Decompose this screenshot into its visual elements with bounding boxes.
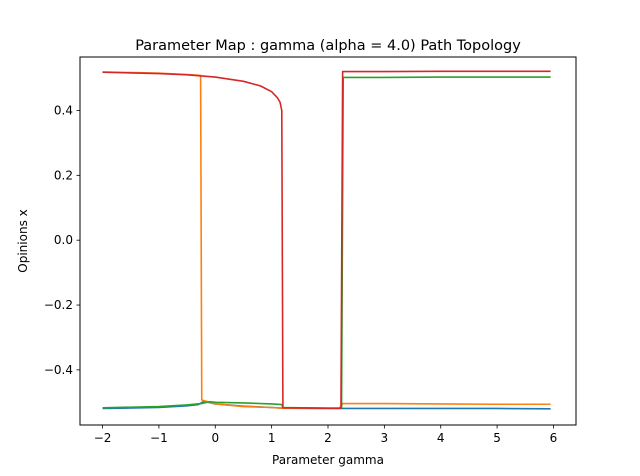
y-tick-label: 0.4	[54, 103, 73, 117]
y-axis-ticks: −0.4 −0.2 0.0 0.2 0.4	[44, 103, 80, 377]
x-axis-ticks: −2 −1 0 1 2 3 4 5 6	[94, 425, 558, 445]
y-tick-label: −0.2	[44, 298, 73, 312]
plot-lines	[102, 70, 551, 410]
series-line-3	[102, 76, 551, 409]
y-tick-label: 0.2	[54, 168, 73, 182]
y-tick-label: −0.4	[44, 363, 73, 377]
x-tick-label: 6	[550, 431, 558, 445]
x-tick-label: 3	[381, 431, 389, 445]
series-line-4	[102, 70, 551, 409]
y-tick-label: 0.0	[54, 233, 73, 247]
y-axis-label: Opinions x	[16, 209, 30, 272]
x-tick-label: 2	[324, 431, 332, 445]
x-tick-label: 5	[493, 431, 501, 445]
x-tick-label: 4	[437, 431, 445, 445]
x-tick-label: −1	[150, 431, 168, 445]
x-tick-label: −2	[94, 431, 112, 445]
x-tick-label: 1	[268, 431, 276, 445]
chart-title: Parameter Map : gamma (alpha = 4.0) Path…	[135, 38, 521, 54]
x-axis-label: Parameter gamma	[272, 453, 384, 467]
x-tick-label: 0	[211, 431, 219, 445]
